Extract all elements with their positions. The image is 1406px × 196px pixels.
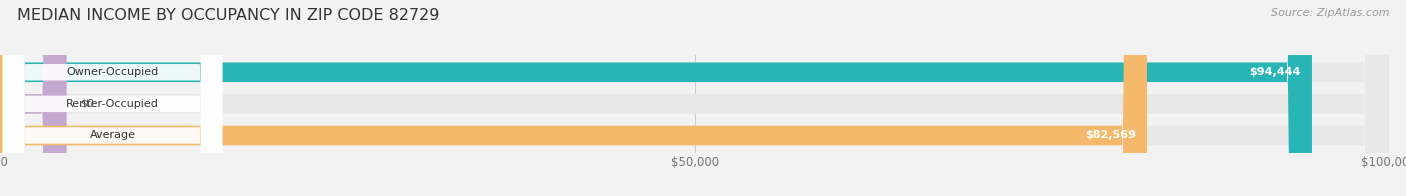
FancyBboxPatch shape xyxy=(0,0,1147,196)
FancyBboxPatch shape xyxy=(3,0,222,196)
Text: $0: $0 xyxy=(80,99,94,109)
FancyBboxPatch shape xyxy=(0,0,66,196)
Text: $94,444: $94,444 xyxy=(1250,67,1301,77)
Text: Average: Average xyxy=(90,131,135,141)
FancyBboxPatch shape xyxy=(3,0,222,196)
Text: $82,569: $82,569 xyxy=(1085,131,1136,141)
Text: Source: ZipAtlas.com: Source: ZipAtlas.com xyxy=(1271,8,1389,18)
Text: Renter-Occupied: Renter-Occupied xyxy=(66,99,159,109)
Text: MEDIAN INCOME BY OCCUPANCY IN ZIP CODE 82729: MEDIAN INCOME BY OCCUPANCY IN ZIP CODE 8… xyxy=(17,8,439,23)
FancyBboxPatch shape xyxy=(3,0,222,196)
Text: Owner-Occupied: Owner-Occupied xyxy=(66,67,159,77)
FancyBboxPatch shape xyxy=(0,0,1312,196)
